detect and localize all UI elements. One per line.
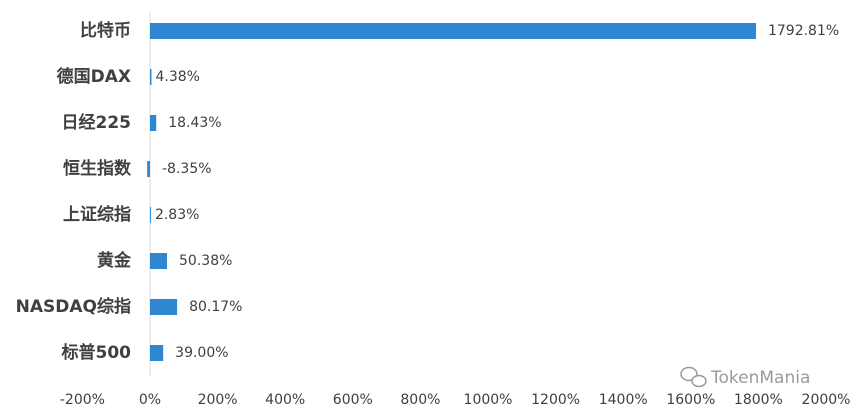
value-label: 2.83%: [155, 207, 199, 223]
category-label: 德国DAX: [57, 66, 131, 87]
x-tick-label: 200%: [198, 392, 238, 408]
x-tick-label: -200%: [60, 392, 105, 408]
x-tick-label: 0%: [139, 392, 161, 408]
value-label: 39.00%: [175, 345, 228, 361]
value-label: -8.35%: [162, 161, 212, 177]
value-label: 50.38%: [179, 253, 232, 269]
x-tick-label: 2000%: [802, 392, 851, 408]
value-label: 80.17%: [189, 299, 242, 315]
category-label: 比特币: [80, 20, 131, 41]
x-tick-label: 400%: [265, 392, 305, 408]
x-tick-label: 1400%: [599, 392, 648, 408]
bar: [150, 23, 756, 39]
x-tick-label: 600%: [333, 392, 373, 408]
x-tick-label: 1000%: [464, 392, 513, 408]
bar: [150, 299, 178, 315]
category-label: 上证综指: [63, 204, 131, 225]
value-label: 1792.81%: [768, 23, 839, 39]
category-label: 恒生指数: [63, 158, 132, 179]
x-tick-label: 1600%: [666, 392, 715, 408]
category-label: 日经225: [62, 112, 132, 133]
bar: [150, 207, 151, 223]
watermark: TokenMania: [710, 368, 810, 388]
x-tick-label: 1800%: [734, 392, 783, 408]
bar: [147, 161, 150, 177]
bar: [150, 115, 157, 131]
x-tick-label: 800%: [400, 392, 440, 408]
value-label: 18.43%: [168, 115, 221, 131]
category-label: NASDAQ综指: [16, 296, 131, 317]
category-label: 标普500: [62, 342, 132, 363]
category-label: 黄金: [97, 250, 132, 271]
bar: [150, 345, 164, 361]
value-label: 4.38%: [155, 69, 199, 85]
x-tick-label: 1200%: [531, 392, 580, 408]
bar: [150, 69, 152, 85]
bar: [150, 253, 168, 269]
watermark-icon: [680, 366, 707, 388]
